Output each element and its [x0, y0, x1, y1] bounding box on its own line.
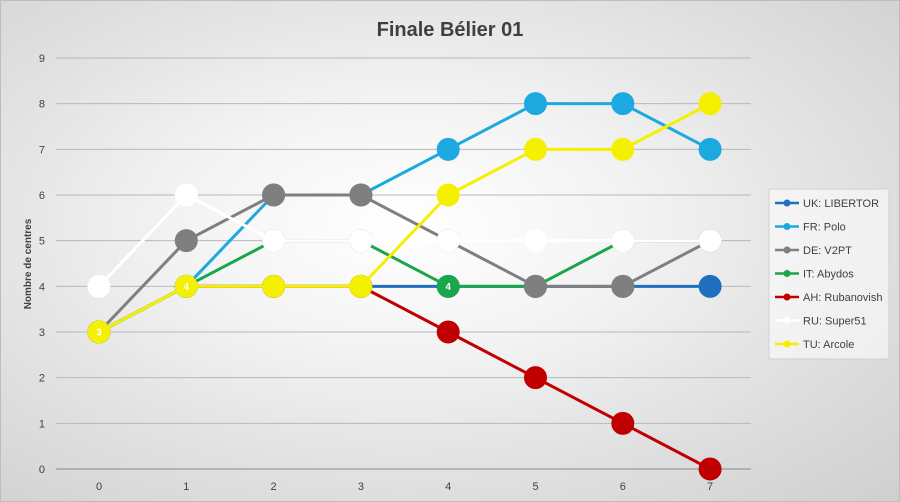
data-point — [436, 274, 460, 298]
y-axis-label: Nombre de centres — [23, 218, 34, 309]
y-tick-label: 5 — [39, 236, 45, 248]
data-point — [436, 320, 460, 344]
series-ru-super51 — [87, 183, 722, 298]
series-line — [98, 102, 711, 334]
data-label: 4 — [184, 282, 190, 293]
chart-title: Finale Bélier 01 — [377, 19, 524, 41]
data-point — [611, 274, 635, 298]
data-point — [698, 457, 722, 481]
legend-marker — [783, 199, 791, 207]
y-tick-label: 3 — [39, 327, 45, 339]
data-point — [87, 320, 111, 344]
x-tick-label: 0 — [96, 481, 102, 493]
legend-item: TU: Arcole — [775, 339, 854, 351]
y-tick-label: 9 — [39, 53, 45, 65]
data-point — [524, 229, 547, 253]
data-point — [349, 183, 373, 207]
data-point — [611, 137, 635, 161]
y-tick-label: 0 — [39, 464, 45, 476]
data-point — [349, 229, 373, 253]
x-tick-labels: 0 1 2 3 4 5 6 7 — [96, 481, 713, 493]
series-line — [98, 239, 711, 334]
legend-label: DE: V2PT — [803, 245, 852, 257]
data-point — [349, 274, 373, 298]
data-point — [174, 183, 198, 207]
legend-marker — [783, 317, 791, 324]
y-tick-label: 7 — [39, 144, 45, 156]
legend-label: IT: Abydos — [803, 269, 854, 281]
data-point — [698, 274, 722, 298]
x-tick-label: 6 — [620, 481, 626, 493]
data-point — [436, 229, 460, 253]
data-point — [262, 183, 286, 207]
data-point — [524, 92, 547, 116]
y-tick-label: 1 — [39, 418, 45, 430]
x-tick-label: 5 — [532, 481, 538, 493]
data-point — [611, 229, 635, 253]
x-tick-label: 1 — [183, 481, 189, 493]
legend-item: FR: Polo — [775, 222, 846, 234]
data-point — [436, 137, 460, 161]
series-group: 4 434 — [87, 92, 722, 481]
data-point — [174, 229, 198, 253]
data-point — [262, 229, 286, 253]
legend-label: AH: Rubanovish — [803, 292, 883, 304]
legend-item: UK: LIBERTOR — [775, 198, 879, 210]
x-tick-label: 4 — [445, 481, 451, 493]
legend-label: RU: Super51 — [803, 316, 867, 328]
data-point — [698, 229, 722, 253]
legend-item: DE: V2PT — [775, 245, 852, 257]
legend: UK: LIBERTOR FR: Polo DE: V2PT IT: Abydos AH… — [768, 188, 890, 360]
legend-marker — [783, 223, 791, 230]
data-point — [524, 366, 547, 390]
y-tick-label: 6 — [39, 190, 45, 202]
legend-marker — [783, 270, 791, 277]
data-point — [436, 183, 460, 207]
data-point — [262, 274, 286, 298]
legend-item: RU: Super51 — [775, 316, 867, 328]
x-tick-label: 2 — [271, 481, 277, 493]
data-point — [174, 274, 198, 298]
legend-marker — [783, 293, 791, 301]
data-point — [87, 274, 111, 298]
series-line — [97, 193, 711, 334]
legend-item: AH: Rubanovish — [775, 292, 883, 304]
y-tick-label: 8 — [39, 99, 45, 111]
legend-label: FR: Polo — [803, 222, 846, 234]
legend-marker — [783, 340, 791, 348]
legend-label: TU: Arcole — [803, 339, 854, 351]
y-tick-label: 2 — [39, 373, 45, 385]
data-point — [698, 137, 722, 161]
legend-marker — [783, 246, 791, 254]
data-point — [611, 411, 635, 435]
x-tick-label: 7 — [707, 481, 713, 493]
data-point — [611, 92, 635, 116]
data-point — [524, 274, 547, 298]
y-tick-labels: 0 1 2 3 4 5 6 7 8 9 — [39, 53, 45, 476]
data-point — [698, 92, 722, 116]
y-tick-label: 4 — [39, 281, 45, 293]
legend-label: UK: LIBERTOR — [803, 198, 879, 210]
series-tu-arcole: 34 — [87, 92, 722, 344]
data-label: 3 — [96, 328, 102, 339]
data-point — [524, 137, 547, 161]
x-tick-label: 3 — [358, 481, 364, 493]
legend-item: IT: Abydos — [775, 269, 854, 281]
data-label: 4 — [445, 282, 451, 293]
series-line — [98, 102, 711, 334]
